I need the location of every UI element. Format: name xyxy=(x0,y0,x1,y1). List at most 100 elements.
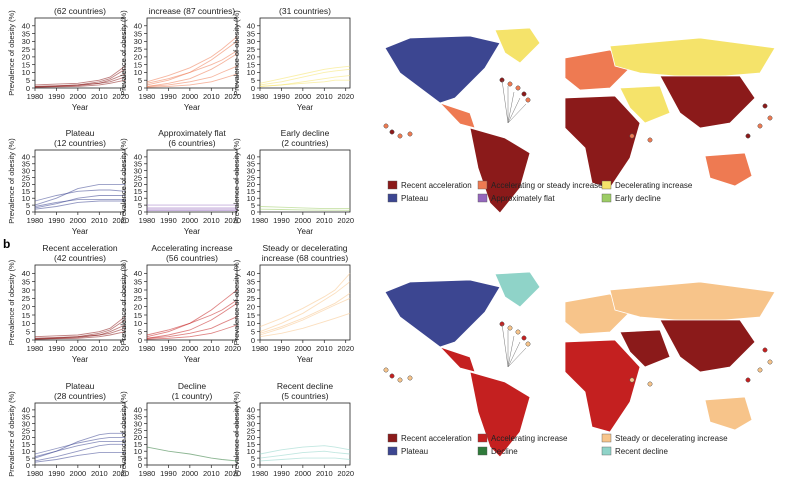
x-tick-label: 2010 xyxy=(203,469,220,478)
legend-swatch xyxy=(601,180,612,190)
y-tick-label: 20 xyxy=(134,53,142,62)
series-line xyxy=(259,297,351,336)
y-tick-label: 5 xyxy=(138,327,142,336)
island-dot xyxy=(397,377,403,383)
region-central-america xyxy=(439,346,476,373)
legend-swatch xyxy=(477,180,488,190)
y-tick-label: 5 xyxy=(251,454,255,463)
series-line xyxy=(146,299,238,336)
y-tick-label: 35 xyxy=(22,277,30,286)
legend-swatch xyxy=(387,433,398,443)
x-tick-label: 1980 xyxy=(252,344,269,353)
series-line xyxy=(146,40,238,86)
y-tick-label: 40 xyxy=(22,269,30,278)
legend-swatch xyxy=(601,446,612,456)
legend-label: Plateau xyxy=(401,447,428,456)
line-chart-5: Approximately flat(6 countries)051015202… xyxy=(119,128,241,236)
y-tick-label: 35 xyxy=(134,29,142,38)
island-dot xyxy=(515,85,521,91)
series-line xyxy=(146,289,238,338)
series-line xyxy=(34,441,125,458)
x-tick-label: 2020 xyxy=(224,469,241,478)
legend-swatch xyxy=(477,193,488,203)
x-tick-label: 1990 xyxy=(273,92,290,101)
series-line xyxy=(34,200,125,210)
line-chart-8: Accelerating increase(56 countries)05101… xyxy=(119,243,241,364)
x-tick-label: 1990 xyxy=(273,216,290,225)
y-tick-label: 5 xyxy=(251,327,255,336)
legend-swatch xyxy=(601,193,612,203)
legend-b: Recent acceleration Accelerating increase… xyxy=(387,433,728,456)
island-dot xyxy=(521,335,527,341)
chart-title: Approximately flat xyxy=(158,128,226,138)
y-tick-label: 5 xyxy=(26,76,30,85)
y-tick-label: 40 xyxy=(134,22,142,31)
x-tick-label: 1990 xyxy=(273,469,290,478)
x-tick-label: 2020 xyxy=(337,469,354,478)
y-tick-label: 15 xyxy=(22,311,30,320)
y-tick-label: 0 xyxy=(251,461,255,470)
y-tick-label: 5 xyxy=(251,76,255,85)
chart-title: Recent acceleration xyxy=(42,243,117,253)
line-chart-12: Recent decline(5 countries) 0510152025303… xyxy=(232,381,354,478)
series-line xyxy=(34,199,125,207)
plot-frame xyxy=(34,264,126,341)
y-tick-label: 0 xyxy=(138,84,142,93)
x-tick-label: 2010 xyxy=(91,344,108,353)
y-axis-label: Prevalence of obesity (%) xyxy=(232,391,241,477)
x-axis-label: Year xyxy=(184,103,201,112)
region-south-america xyxy=(469,371,531,458)
x-tick-label: 1980 xyxy=(139,344,156,353)
x-tick-label: 2000 xyxy=(295,92,312,101)
x-tick-label: 2020 xyxy=(112,344,129,353)
x-tick-label: 2010 xyxy=(316,469,333,478)
y-tick-label: 5 xyxy=(26,327,30,336)
x-tick-label: 2010 xyxy=(316,344,333,353)
y-tick-label: 35 xyxy=(22,160,30,169)
region-greenland xyxy=(494,27,541,64)
x-tick-label: 2000 xyxy=(70,216,87,225)
x-tick-label: 1990 xyxy=(48,469,65,478)
x-tick-label: 2010 xyxy=(203,344,220,353)
legend-label: Decline xyxy=(491,447,518,456)
chart-title: increase (87 countries) xyxy=(149,6,236,16)
y-tick-label: 30 xyxy=(134,419,142,428)
world-map-b xyxy=(383,271,776,458)
legend-label: Accelerating increase xyxy=(491,434,568,443)
x-tick-label: 1990 xyxy=(273,344,290,353)
island-dot xyxy=(525,341,531,347)
island-dot xyxy=(629,133,635,139)
y-tick-label: 5 xyxy=(26,201,30,210)
x-tick-label: 1990 xyxy=(160,216,177,225)
y-tick-label: 15 xyxy=(134,440,142,449)
x-tick-label: 2020 xyxy=(224,216,241,225)
y-tick-label: 40 xyxy=(22,22,30,31)
plot-frame xyxy=(146,17,238,89)
island-dot xyxy=(757,367,763,373)
chart-title: Plateau xyxy=(66,128,95,138)
x-tick-label: 2020 xyxy=(337,92,354,101)
x-tick-label: 2010 xyxy=(316,92,333,101)
y-tick-label: 0 xyxy=(251,336,255,345)
y-tick-label: 30 xyxy=(22,286,30,295)
y-tick-label: 30 xyxy=(22,166,30,175)
series-line xyxy=(34,68,126,87)
x-tick-label: 1990 xyxy=(160,92,177,101)
region-middle-east xyxy=(619,329,671,368)
legend-label: Recent decline xyxy=(615,447,668,456)
y-tick-label: 25 xyxy=(247,426,255,435)
y-tick-label: 30 xyxy=(247,166,255,175)
legend-swatch xyxy=(601,433,612,443)
x-tick-label: 1980 xyxy=(139,469,156,478)
y-tick-label: 10 xyxy=(22,194,30,203)
series-line xyxy=(34,452,125,463)
y-tick-label: 20 xyxy=(247,302,255,311)
island-dot xyxy=(767,115,773,121)
chart-subtitle: increase (68 countries) xyxy=(262,253,349,263)
island-dot xyxy=(515,329,521,335)
plot-frame xyxy=(146,149,238,213)
legend-swatch xyxy=(477,446,488,456)
island-dot xyxy=(745,377,751,383)
